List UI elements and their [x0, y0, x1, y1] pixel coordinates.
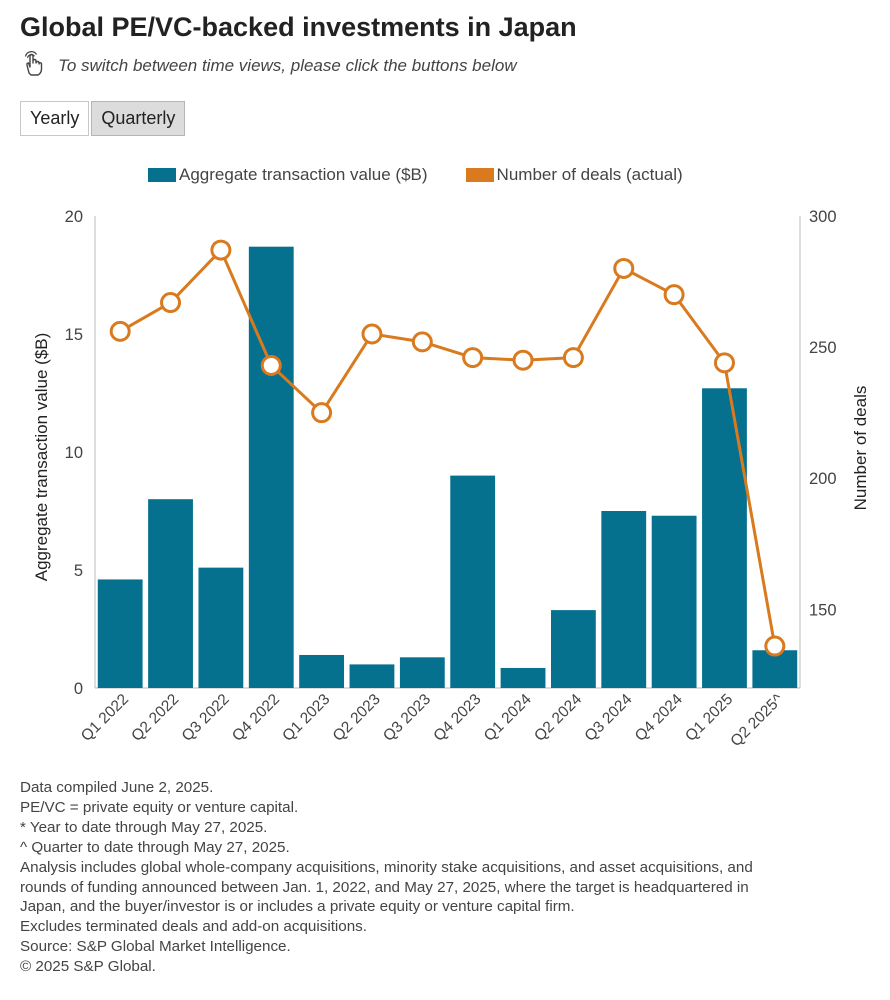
deal-count-point	[260, 354, 282, 376]
legend-item-deal-count[interactable]: Number of deals (actual)	[465, 165, 683, 185]
deal-count-point	[361, 323, 383, 345]
footnote-line: Excludes terminated deals and add-on acq…	[20, 918, 367, 936]
deal-count-point	[311, 402, 333, 424]
combo-chart: 0 5 10 15 20 150 200 250 300 Aggregate transactio…	[32, 208, 870, 750]
bar	[702, 388, 747, 688]
instruction-text: To switch between time views, please cli…	[58, 56, 517, 75]
bar	[97, 579, 143, 688]
footnote-line: PE/VC = private equity or venture capita…	[20, 798, 299, 816]
hand-pointer-icon	[20, 50, 48, 83]
footnote-line: * Year to date through May 27, 2025.	[20, 818, 268, 836]
x-tick-label: Q4 2022	[229, 691, 283, 745]
legend-label-transaction-value: Aggregate transaction value ($B)	[179, 165, 428, 184]
y-tick-label-left: 20	[65, 208, 83, 226]
y-tick-label-left: 0	[74, 680, 83, 698]
x-tick-label: Q1 2022	[78, 691, 132, 745]
bar	[550, 610, 596, 688]
yearly-button[interactable]: Yearly	[20, 101, 90, 136]
y-tick-label-right: 150	[809, 601, 837, 619]
deal-count-point	[613, 257, 635, 279]
y-tick-label-left: 15	[65, 326, 83, 344]
footnote-line: rounds of funding announced between Jan.…	[20, 878, 749, 896]
chart-legend: Aggregate transaction value ($B) Number …	[148, 165, 683, 185]
y-tick-label-right: 200	[809, 470, 837, 488]
footnotes: Data compiled June 2, 2025. PE/VC = priva…	[20, 778, 880, 977]
deal-count-point	[462, 347, 484, 369]
y-axis-title-left: Aggregate transaction value ($B)	[32, 333, 51, 582]
y-tick-label-left: 10	[65, 444, 83, 462]
y-tick-label-left: 5	[74, 562, 83, 580]
bar	[248, 246, 294, 688]
deal-count-point	[562, 347, 584, 369]
x-tick-label: Q4 2024	[632, 691, 686, 745]
bar	[349, 664, 395, 688]
deal-count-point	[109, 320, 131, 342]
x-tick-label: Q1 2023	[279, 691, 333, 745]
bar	[299, 654, 345, 688]
quarterly-button[interactable]: Quarterly	[91, 101, 186, 136]
x-tick-label: Q2 2025^	[727, 690, 787, 750]
instruction: To switch between time views, please cli…	[20, 50, 517, 83]
x-tick-label: Q2 2024	[531, 691, 585, 745]
bar	[651, 515, 697, 688]
bar	[450, 475, 496, 688]
deal-count-point	[663, 284, 685, 306]
y-tick-label-right: 300	[809, 208, 837, 226]
bar	[601, 511, 647, 688]
x-tick-label: Q3 2023	[380, 691, 434, 745]
page-title: Global PE/VC-backed investments in Japan	[20, 12, 577, 42]
y-axis-title-right: Number of deals	[851, 386, 870, 511]
x-tick-label: Q3 2024	[582, 691, 636, 745]
deal-count-point	[512, 349, 534, 371]
y-tick-label-right: 250	[809, 339, 837, 357]
bar	[198, 567, 244, 688]
legend-swatch-bar	[148, 168, 176, 182]
footnote-line: © 2025 S&P Global.	[20, 958, 156, 976]
footnote-line: Source: S&P Global Market Intelligence.	[20, 938, 291, 956]
bar	[500, 667, 546, 688]
footnote-line: Data compiled June 2, 2025.	[20, 779, 214, 796]
bar	[148, 499, 193, 688]
legend-item-transaction-value[interactable]: Aggregate transaction value ($B)	[148, 165, 428, 185]
footnote-line: Japan, and the buyer/investor is or incl…	[20, 898, 575, 916]
footnote-line: Analysis includes global whole-company a…	[20, 858, 753, 876]
x-tick-label: Q3 2022	[179, 691, 233, 745]
x-tick-label: Q1 2024	[481, 691, 535, 745]
x-tick-label: Q2 2023	[330, 691, 384, 745]
deal-count-point	[713, 352, 735, 374]
deal-count-point	[160, 292, 182, 314]
deal-count-point	[411, 331, 433, 353]
legend-label-deal-count: Number of deals (actual)	[496, 165, 683, 184]
x-tick-label: Q2 2022	[128, 691, 182, 745]
legend-swatch-line	[465, 168, 494, 182]
footnote-line: ^ Quarter to date through May 27, 2025.	[20, 838, 290, 856]
bar	[399, 657, 445, 688]
deal-count-point	[764, 635, 786, 657]
deal-count-point	[210, 239, 232, 261]
time-view-toggle: Yearly Quarterly	[20, 101, 186, 136]
x-tick-label: Q4 2023	[430, 691, 484, 745]
